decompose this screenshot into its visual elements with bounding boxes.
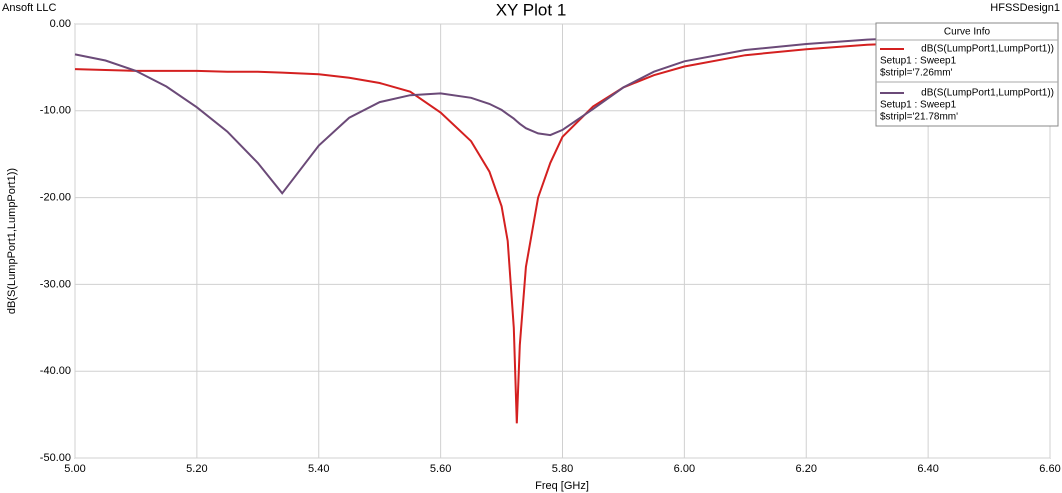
x-tick-label: 6.20 — [796, 463, 817, 475]
legend-setup: Setup1 : Sweep1 — [880, 100, 957, 111]
legend: Curve InfodB(S(LumpPort1,LumpPort1))Setu… — [875, 22, 1059, 127]
legend-variation: $stripl='21.78mm' — [880, 112, 958, 123]
legend-variation: $stripl='7.26mm' — [880, 68, 953, 79]
design-name: HFSSDesign1 — [990, 2, 1060, 14]
y-axis-label: dB(S(LumpPort1,LumpPort1)) — [6, 168, 18, 314]
x-tick-label: 6.60 — [1039, 463, 1060, 475]
x-tick-label: 5.00 — [64, 463, 85, 475]
y-tick-label: 0.00 — [50, 18, 71, 30]
y-tick-label: -20.00 — [40, 192, 71, 204]
legend-label: dB(S(LumpPort1,LumpPort1)) — [921, 44, 1054, 55]
y-tick-label: -10.00 — [40, 105, 71, 117]
x-tick-label: 5.40 — [308, 463, 329, 475]
y-tick-label: -40.00 — [40, 365, 71, 377]
x-tick-label: 5.20 — [186, 463, 207, 475]
legend-title: Curve Info — [944, 27, 991, 38]
y-tick-label: -30.00 — [40, 278, 71, 290]
curve — [74, 36, 1051, 424]
x-axis-label: Freq [GHz] — [535, 480, 589, 492]
chart-title: XY Plot 1 — [496, 0, 567, 19]
company: Ansoft LLC — [2, 2, 56, 14]
x-tick-label: 5.60 — [430, 463, 451, 475]
legend-setup: Setup1 : Sweep1 — [880, 56, 957, 67]
x-tick-label: 6.00 — [674, 463, 695, 475]
x-tick-label: 6.40 — [917, 463, 938, 475]
legend-label: dB(S(LumpPort1,LumpPort1)) — [921, 88, 1054, 99]
y-tick-label: -50.00 — [40, 452, 71, 464]
x-tick-label: 5.80 — [552, 463, 573, 475]
curve — [74, 33, 1051, 195]
